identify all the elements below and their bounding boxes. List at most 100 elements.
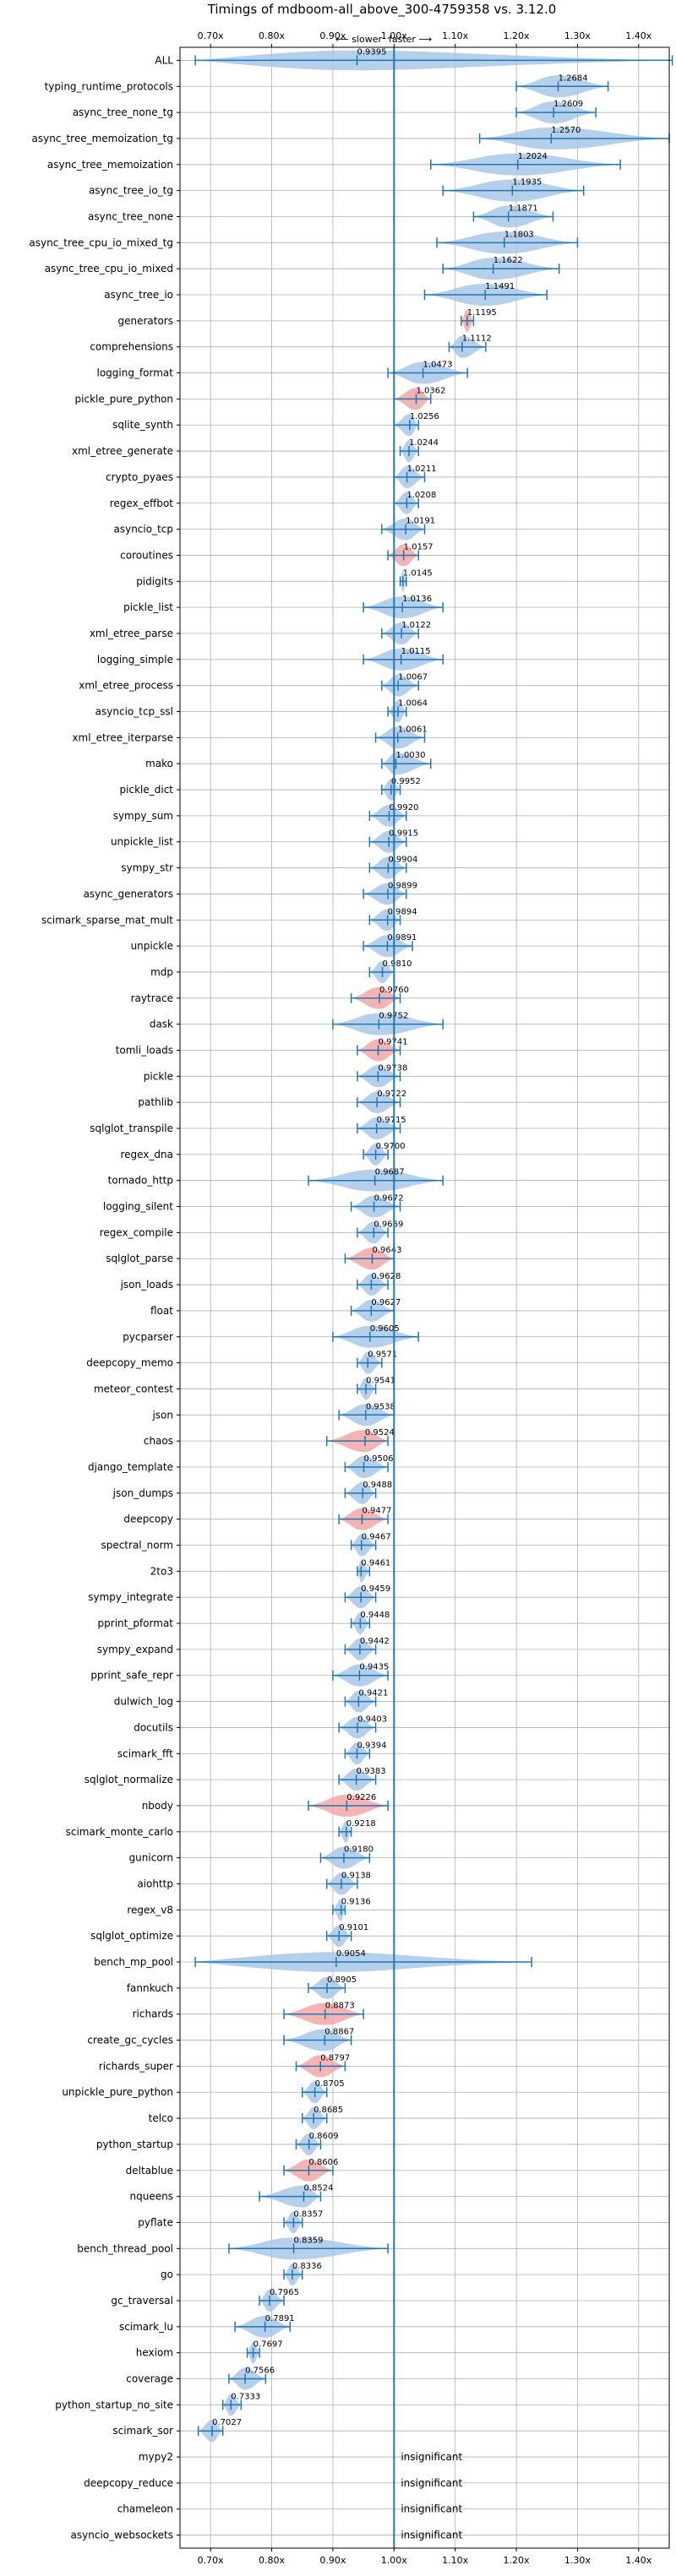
benchmark-label: unpickle [131, 940, 173, 952]
benchmark-label: async_tree_cpu_io_mixed [45, 263, 173, 274]
mean-value-label: 1.2609 [553, 100, 583, 109]
benchmark-label: async_generators [84, 888, 173, 899]
benchmark-label: sqlglot_normalize [84, 1774, 173, 1785]
mean-value-label: 1.0061 [398, 725, 428, 734]
mean-value-label: 0.9672 [374, 1194, 404, 1204]
benchmark-label: django_template [88, 1461, 173, 1473]
x-tick-label-bottom: 1.30x [564, 2555, 591, 2566]
x-tick-label-top: 1.40x [625, 30, 651, 41]
benchmark-label: json_loads [120, 1279, 173, 1291]
benchmark-label: spectral_norm [101, 1540, 173, 1552]
plot-frame [179, 46, 670, 2549]
benchmark-label: unpickle_pure_python [62, 2086, 173, 2098]
mean-value-label: 0.9571 [368, 1350, 397, 1360]
benchmark-label: logging_format [96, 367, 173, 379]
x-tick-label-top: 0.80x [259, 30, 285, 41]
mean-value-label: 0.7965 [270, 2288, 299, 2297]
mean-value-label: 0.9421 [358, 1689, 388, 1698]
benchmark-label: docutils [134, 1721, 173, 1733]
mean-value-label: 0.8873 [325, 2002, 355, 2011]
benchmark-label: deepcopy_reduce [84, 2477, 173, 2489]
mean-value-label: 0.7333 [231, 2392, 260, 2401]
benchmark-label: coverage [126, 2373, 173, 2385]
mean-value-label: 1.0362 [417, 386, 446, 395]
x-tick-label-bottom: 0.70x [198, 2555, 224, 2566]
benchmark-label: xml_etree_parse [90, 628, 173, 639]
x-tick-label-top: 0.90x [319, 30, 346, 41]
mean-value-label: 0.7891 [265, 2314, 295, 2323]
benchmark-label: async_tree_none_tg [73, 106, 173, 118]
mean-value-label: 0.8606 [308, 2158, 338, 2167]
mean-value-label: 0.9643 [372, 1246, 401, 1255]
benchmark-label: comprehensions [90, 341, 173, 353]
benchmark-label: logging_simple [97, 654, 173, 666]
benchmark-label: go [161, 2269, 173, 2280]
insignificant-label: insignificant [401, 2530, 462, 2541]
x-tick-label-bottom: 1.20x [504, 2555, 530, 2566]
benchmark-label: aiohttp [137, 1878, 173, 1889]
benchmark-label: asyncio_tcp [113, 524, 173, 535]
benchmark-label: deepcopy_memo [86, 1357, 173, 1369]
mean-value-label: 0.8357 [293, 2209, 323, 2219]
mean-value-label: 0.9538 [366, 1402, 395, 1411]
benchmark-label: async_tree_io_tg [89, 185, 173, 197]
chart-title: Timings of mdboom-all_above_300-4759358 … [207, 2, 557, 18]
mean-value-label: 0.9894 [388, 907, 417, 916]
mean-value-label: 0.8359 [294, 2236, 324, 2245]
benchmark-label: pickle_pure_python [75, 393, 173, 405]
mean-value-label: 0.9394 [357, 1741, 386, 1750]
mean-value-label: 0.9459 [361, 1584, 390, 1594]
benchmark-label: pickle_list [123, 601, 173, 613]
benchmark-label: pyflate [138, 2216, 173, 2228]
benchmark-label: raytrace [131, 992, 173, 1004]
benchmark-label: pathlib [138, 1096, 173, 1108]
benchmark-label: xml_etree_process [79, 680, 173, 692]
mean-value-label: 0.7566 [245, 2367, 275, 2376]
mean-value-label: 0.9904 [388, 856, 417, 865]
benchmark-label: asyncio_websockets [71, 2530, 173, 2541]
mean-value-label: 0.9395 [357, 47, 387, 57]
benchmark-label: python_startup_no_site [55, 2399, 173, 2410]
mean-value-label: 1.0115 [401, 647, 431, 656]
mean-value-label: 0.9891 [387, 933, 417, 943]
mean-value-label: 0.9899 [388, 881, 417, 890]
benchmark-label: crypto_pyaes [106, 471, 173, 483]
mean-value-label: 0.9477 [362, 1507, 391, 1516]
benchmark-label: sqlglot_parse [106, 1253, 173, 1264]
benchmark-label: nqueens [130, 2191, 173, 2203]
mean-value-label: 0.9524 [365, 1428, 395, 1437]
mean-value-label: 1.2024 [518, 152, 548, 161]
benchmark-label: gc_traversal [111, 2295, 173, 2307]
mean-value-label: 0.8609 [309, 2132, 339, 2141]
x-tick-label-top: 1.00x [381, 30, 407, 41]
mean-value-label: 0.9915 [389, 829, 418, 839]
benchmark-label: gunicorn [129, 1852, 173, 1864]
benchmark-label: sympy_expand [97, 1644, 173, 1655]
mean-value-label: 0.8867 [324, 2028, 354, 2037]
x-tick-label-bottom: 0.80x [259, 2555, 285, 2566]
benchmark-label: deepcopy [123, 1514, 173, 1525]
mean-value-label: 1.1871 [509, 204, 538, 213]
benchmark-label: mypy2 [139, 2451, 173, 2463]
benchmark-label: telco [149, 2112, 173, 2124]
x-tick-label-bottom: 1.40x [625, 2555, 651, 2566]
x-tick-label-top: 0.70x [198, 30, 224, 41]
mean-value-label: 0.9506 [364, 1454, 394, 1464]
mean-value-label: 1.1112 [462, 334, 492, 344]
mean-value-label: 1.2570 [551, 126, 581, 135]
mean-value-label: 1.0067 [398, 673, 428, 682]
insignificant-label: insignificant [401, 2503, 462, 2515]
faster-label: faster ⟶ [389, 34, 432, 45]
benchmark-label: create_gc_cycles [87, 2035, 173, 2046]
benchmark-label: ALL [155, 54, 173, 66]
benchmark-label: sympy_integrate [88, 1591, 173, 1603]
benchmark-label: 2to3 [150, 1565, 173, 1577]
mean-value-label: 1.0208 [406, 491, 436, 500]
benchmark-label: nbody [142, 1800, 173, 1812]
mean-value-label: 1.0145 [403, 568, 433, 578]
benchmark-label: pycparser [123, 1331, 173, 1343]
mean-value-label: 1.0157 [404, 542, 433, 552]
benchmark-label: typing_runtime_protocols [45, 80, 173, 92]
benchmark-label: xml_etree_generate [72, 445, 173, 457]
